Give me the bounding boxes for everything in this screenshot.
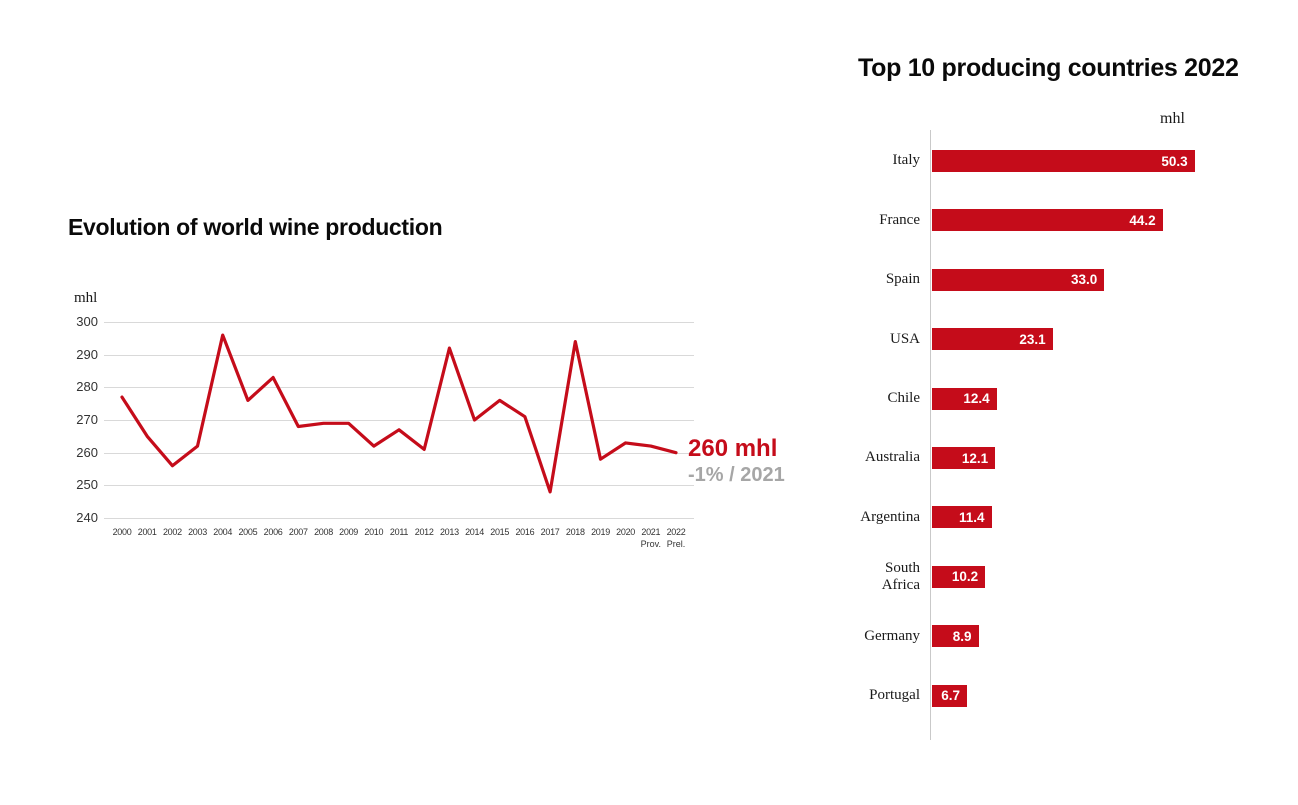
bar-portugal: 6.7	[932, 684, 967, 707]
bar-value-italy: 50.3	[1161, 153, 1188, 169]
bar-value-france: 44.2	[1129, 212, 1156, 228]
x-tick-2018: 2018	[565, 527, 585, 537]
bar-label-argentina: Argentina	[860, 508, 920, 525]
x-tick-2009: 2009	[339, 527, 358, 537]
bar-chart-axis-line	[930, 130, 931, 740]
bar-chart-unit-label: mhl	[1160, 110, 1185, 127]
x-tick-2016: 2016	[515, 527, 535, 537]
annotation-change-vs-2021: -1% / 2021	[688, 464, 785, 487]
production-line-plot	[120, 333, 678, 494]
x-tick-2011: 2011	[389, 527, 409, 537]
gridline-290	[104, 354, 694, 356]
gridline-260	[104, 452, 694, 454]
line-chart-title: Evolution of world wine production	[68, 214, 443, 240]
bar-argentina: 11.4	[932, 506, 992, 529]
x-tick-2010: 2010	[364, 527, 384, 537]
line-chart-annotation: 260 mhl -1% / 2021	[688, 435, 785, 488]
bar-label-italy: Italy	[892, 152, 921, 169]
line-chart-unit-label: mhl	[74, 290, 98, 306]
bar-chart-title: Top 10 producing countries 2022	[858, 54, 1239, 82]
x-tick-2021: 2021	[641, 527, 661, 537]
bar-value-australia: 12.1	[961, 450, 989, 466]
gridline-300	[104, 322, 694, 323]
x-tick-2019: 2019	[591, 527, 610, 537]
bar-chile: 12.4	[932, 387, 997, 410]
bar-australia: 12.1	[932, 447, 996, 469]
bar-label-australia: Australia	[865, 449, 920, 466]
bar-label-portugal: Portugal	[869, 686, 920, 703]
gridline-280	[104, 387, 694, 389]
x-tick-2006: 2006	[263, 527, 283, 537]
bar-value-south-africa: 10.2	[951, 569, 979, 585]
bar-france: 44.2	[932, 209, 1163, 232]
bar-label-germany: Germany	[864, 627, 920, 644]
bar-value-argentina: 11.4	[958, 509, 985, 525]
bar-spain: 33.0	[932, 268, 1105, 291]
bar-label-usa: USA	[889, 330, 920, 347]
bar-label-france: France	[879, 211, 920, 228]
x-tick-2022: 2022	[666, 527, 686, 537]
x-tick-2015: 2015	[490, 527, 510, 537]
x-tick-2020: 2020	[616, 527, 635, 537]
annotation-current-value: 260 mhl	[688, 435, 778, 462]
bar-value-germany: 8.9	[952, 628, 972, 644]
gridline-250	[104, 485, 694, 487]
bar-chart: Italy 50.3 France 44.2 Spain 33.0 USA 23.1 Chile…	[790, 128, 1290, 768]
x-tick-2014: 2014	[465, 527, 484, 537]
y-tick-240: 240	[76, 510, 98, 525]
bar-value-usa: 23.1	[1019, 331, 1046, 347]
bar-label-spain: Spain	[885, 271, 920, 288]
bar-label-south-africa: South Africa	[881, 559, 920, 593]
x-tick-2013: 2013	[439, 527, 459, 537]
y-tick-250: 250	[76, 477, 98, 493]
bar-usa: 23.1	[932, 328, 1053, 351]
bar-value-chile: 12.4	[963, 391, 990, 407]
gridline-240	[104, 518, 694, 519]
x-tick-2017: 2017	[540, 527, 560, 537]
x-footnote-2022: Prel.	[666, 539, 686, 549]
bar-value-spain: 33.0	[1071, 272, 1098, 288]
x-footnote-2021: Prov.	[640, 539, 661, 549]
x-tick-2007: 2007	[288, 527, 308, 537]
production-line	[120, 333, 678, 494]
x-tick-2008: 2008	[314, 527, 333, 537]
x-tick-2001: 2001	[137, 527, 157, 537]
y-tick-280: 280	[76, 379, 98, 395]
x-tick-2002: 2002	[162, 527, 182, 537]
y-tick-300: 300	[76, 314, 98, 329]
bar-south-africa: 10.2	[932, 565, 986, 588]
y-tick-270: 270	[76, 412, 98, 427]
gridline-270	[104, 420, 694, 421]
x-tick-2005: 2005	[238, 527, 258, 537]
bar-value-portugal: 6.7	[941, 688, 960, 704]
x-tick-2012: 2012	[414, 527, 434, 537]
bar-germany: 8.9	[932, 625, 979, 648]
x-tick-2004: 2004	[213, 527, 233, 537]
y-tick-260: 260	[76, 444, 98, 460]
y-tick-290: 290	[76, 346, 98, 362]
x-tick-2003: 2003	[188, 527, 207, 537]
bar-label-chile: Chile	[887, 389, 921, 406]
line-chart: 300 290 280 270 260 250 240 2000 2001 2002 2003 200…	[60, 285, 740, 565]
x-tick-2000: 2000	[112, 527, 132, 537]
bar-italy: 50.3	[932, 150, 1195, 172]
